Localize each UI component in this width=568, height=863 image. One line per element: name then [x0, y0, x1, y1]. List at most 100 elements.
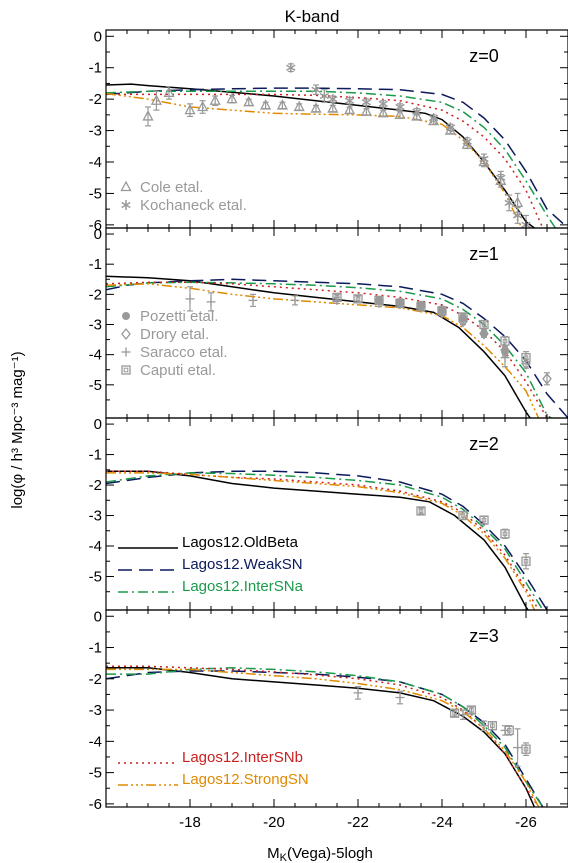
- data-point-caputi-etal-0-outer: [449, 708, 460, 718]
- data-point-kochaneck-etal-0-stroke-2: [286, 64, 296, 71]
- data-point-cole-etal-10: [293, 100, 305, 112]
- legend-label-observation: Cole etal.: [140, 179, 203, 196]
- legend-label-model: Lagos12.StrongSN: [182, 771, 309, 788]
- data-point-caputi-etal-4-outer: [416, 301, 426, 312]
- legend-label-observation: Caputi etal.: [140, 362, 216, 379]
- data-point-caputi-etal-0: [449, 708, 460, 718]
- data-point-caputi-etal-6: [458, 312, 468, 322]
- legend-marker-asterisk: [121, 200, 131, 210]
- data-point-kochaneck-etal-2: [319, 91, 330, 101]
- y-tick-label: -6: [89, 796, 102, 813]
- panel-observations: [185, 286, 552, 386]
- data-point-caputi-etal-4-outer: [521, 744, 531, 754]
- data-point-saracco-etal-5: [513, 743, 523, 753]
- x-tick-label: -20: [263, 814, 285, 831]
- x-axis-title-rest: (Vega)-5logh: [287, 845, 373, 862]
- y-tick-label: -2: [89, 671, 102, 688]
- data-point-kochaneck-etal-6: [378, 98, 388, 109]
- data-point-caputi-etal-2-inner: [481, 517, 487, 523]
- data-point-caputi-etal-4: [521, 744, 531, 754]
- data-point-caputi-etal-6-outer: [458, 312, 468, 322]
- y-tick-label: -2: [89, 286, 102, 303]
- data-point-kochaneck-etal-4-stroke-2: [344, 97, 355, 104]
- data-point-kochaneck-etal-5-stroke-2: [361, 99, 372, 106]
- legend-label-model: Lagos12.WeakSN: [182, 556, 303, 573]
- data-point-cole-etal-2: [163, 86, 175, 98]
- data-point-drory-etal-2: [437, 306, 447, 319]
- data-point-kochaneck-etal-1-stroke-2: [311, 86, 321, 93]
- data-point-cole-etal-9: [276, 99, 288, 110]
- y-tick-label: -5: [89, 185, 102, 202]
- legend-label-model: Lagos12.OldBeta: [182, 534, 299, 551]
- data-point-caputi-etal-7-outer: [479, 319, 489, 330]
- data-point-caputi-etal-7: [479, 319, 489, 330]
- data-point-kochaneck-etal-14-stroke-2: [504, 199, 514, 207]
- data-point-caputi-etal-0: [332, 292, 342, 303]
- data-point-caputi-etal-3-inner: [397, 301, 403, 306]
- curve-lagos12-intersna: [106, 472, 544, 610]
- data-point-caputi-etal-3-inner: [506, 728, 512, 733]
- data-point-cole-etal-11: [310, 102, 322, 113]
- panel-curves: [106, 470, 548, 610]
- data-point-caputi-etal-1-inner: [469, 707, 474, 713]
- data-point-caputi-etal-1: [353, 294, 363, 304]
- data-point-caputi-etal-1: [458, 510, 468, 521]
- data-point-caputi-etal-2-inner: [376, 298, 382, 303]
- data-point-caputi-etal-2-outer: [374, 295, 384, 306]
- y-tick-label: 0: [94, 226, 102, 243]
- data-point-cole-etal-0: [142, 110, 154, 121]
- data-point-drory-etal-7: [542, 372, 552, 385]
- data-point-caputi-etal-1-outer: [458, 510, 468, 521]
- data-point-caputi-etal-2-inner: [490, 723, 495, 728]
- data-point-cole-etal-7: [243, 95, 255, 107]
- data-point-drory-etal-0: [395, 297, 405, 310]
- data-point-saracco-etal-2: [458, 710, 468, 720]
- x-tick-label: -24: [431, 814, 453, 831]
- data-point-caputi-etal-1: [466, 705, 477, 715]
- data-point-cole-etal-14: [360, 105, 372, 116]
- y-tick-label: -1: [89, 447, 102, 464]
- data-point-saracco-etal-3: [290, 295, 300, 305]
- data-point-caputi-etal-2-outer: [479, 515, 489, 525]
- data-point-kochaneck-etal-5: [361, 97, 372, 108]
- data-point-cole-etal-23: [512, 196, 524, 208]
- data-point-cole-etal-6: [226, 92, 238, 104]
- curve-lagos12-weaksn: [106, 470, 548, 610]
- data-point-caputi-etal-8: [500, 336, 510, 346]
- data-point-drory-etal-4: [479, 327, 489, 340]
- y-tick-label: -5: [89, 765, 102, 782]
- data-point-caputi-etal-4-inner: [523, 746, 529, 752]
- data-point-cole-etal-21: [478, 155, 490, 167]
- data-point-kochaneck-etal-15-stroke-2: [512, 212, 523, 219]
- data-point-kochaneck-etal-10: [445, 122, 456, 133]
- data-point-caputi-etal-2: [487, 721, 498, 731]
- data-point-kochaneck-etal-8: [412, 106, 422, 117]
- data-point-drory-etal-1: [416, 300, 426, 313]
- data-point-caputi-etal-4: [416, 301, 426, 312]
- figure-title: K-band: [285, 7, 340, 26]
- data-point-caputi-etal-2: [479, 515, 489, 525]
- data-point-cole-etal-18: [428, 114, 440, 126]
- panel-observations: [353, 686, 531, 767]
- data-point-saracco-etal-1: [206, 297, 216, 307]
- legend-label-observation: Saracco etal.: [140, 344, 228, 361]
- data-point-caputi-etal-3: [395, 298, 405, 309]
- y-tick-label: -4: [89, 154, 102, 171]
- legend-label-observation: Pozetti etal.: [140, 308, 218, 325]
- data-point-cole-etal-3: [184, 103, 196, 115]
- data-point-kochaneck-etal-12: [479, 153, 489, 164]
- data-point-saracco-etal-3: [479, 721, 489, 731]
- panel-z0: 0 -1 -2 -3 -4 -5 -6 z=0 Cole etal.Kochaneck etal…: [89, 28, 568, 234]
- legend-marker-circle: [122, 312, 130, 320]
- data-point-kochaneck-etal-2-stroke-2: [319, 92, 330, 100]
- data-point-kochaneck-etal-10-stroke-2: [445, 124, 456, 131]
- curve-lagos12-intersnb: [106, 281, 548, 418]
- data-point-caputi-etal-0-inner: [452, 710, 457, 716]
- x-tick-label: -26: [515, 814, 537, 831]
- y-tick-label: 0: [94, 416, 102, 433]
- y-tick-label: -4: [89, 347, 102, 364]
- legend-label-model: Lagos12.InterSNa: [182, 578, 304, 595]
- legend-marker-plus: [121, 347, 131, 357]
- data-point-cole-etal-16: [394, 108, 406, 120]
